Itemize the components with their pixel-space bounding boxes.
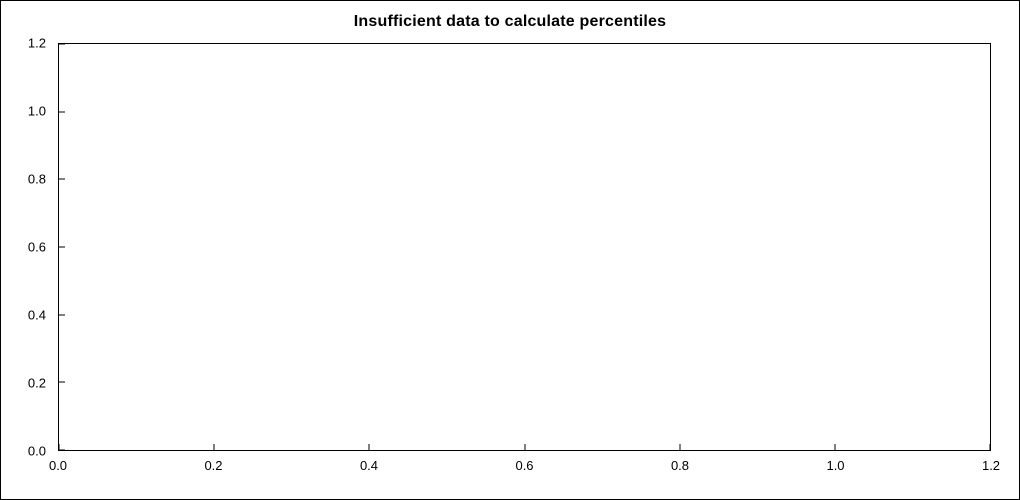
- x-tick-mark: [524, 444, 525, 450]
- x-tick-label: 1.0: [826, 458, 845, 473]
- x-tick-mark: [213, 444, 215, 450]
- x-tick-mark: [989, 444, 991, 450]
- y-tick-mark: [59, 314, 65, 316]
- y-tick-label: 1.0: [27, 103, 46, 119]
- x-tick-label: 0.8: [670, 458, 690, 473]
- chart-title: Insufficient data to calculate percentil…: [353, 13, 667, 30]
- x-axis-labels: 0.0 0.2 0.4 0.6 0.8 1.0 1.2: [49, 458, 1000, 479]
- x-tick-label: 1.2: [981, 458, 1001, 473]
- y-tick-mark: [59, 43, 65, 45]
- x-tick-label: 0.0: [48, 458, 68, 473]
- x-tick-mark: [679, 444, 681, 450]
- y-axis-labels: 0.0 0.2 0.4 0.6 0.8 1.0 1.2: [1, 37, 52, 458]
- x-tick-label: 0.6: [515, 458, 534, 473]
- y-tick-label: 0.8: [27, 171, 46, 187]
- y-tick-mark: [59, 111, 65, 113]
- plot-area: [58, 43, 991, 451]
- y-tick-mark: [59, 449, 65, 451]
- x-tick-mark: [834, 444, 836, 450]
- x-tick-mark: [58, 444, 60, 450]
- y-tick-mark: [59, 381, 65, 383]
- x-tick-label: 0.2: [204, 458, 223, 473]
- y-tick-label: 0.0: [27, 443, 46, 459]
- tick-marks: [58, 43, 991, 451]
- y-tick-mark: [59, 178, 65, 180]
- y-tick-label: 0.6: [27, 239, 46, 255]
- y-tick-label: 1.2: [27, 35, 46, 51]
- y-tick-label: 0.4: [27, 307, 46, 323]
- y-tick-label: 0.2: [27, 375, 46, 391]
- y-tick-mark: [59, 246, 65, 248]
- x-tick-mark: [368, 444, 370, 450]
- x-tick-label: 0.4: [359, 458, 379, 473]
